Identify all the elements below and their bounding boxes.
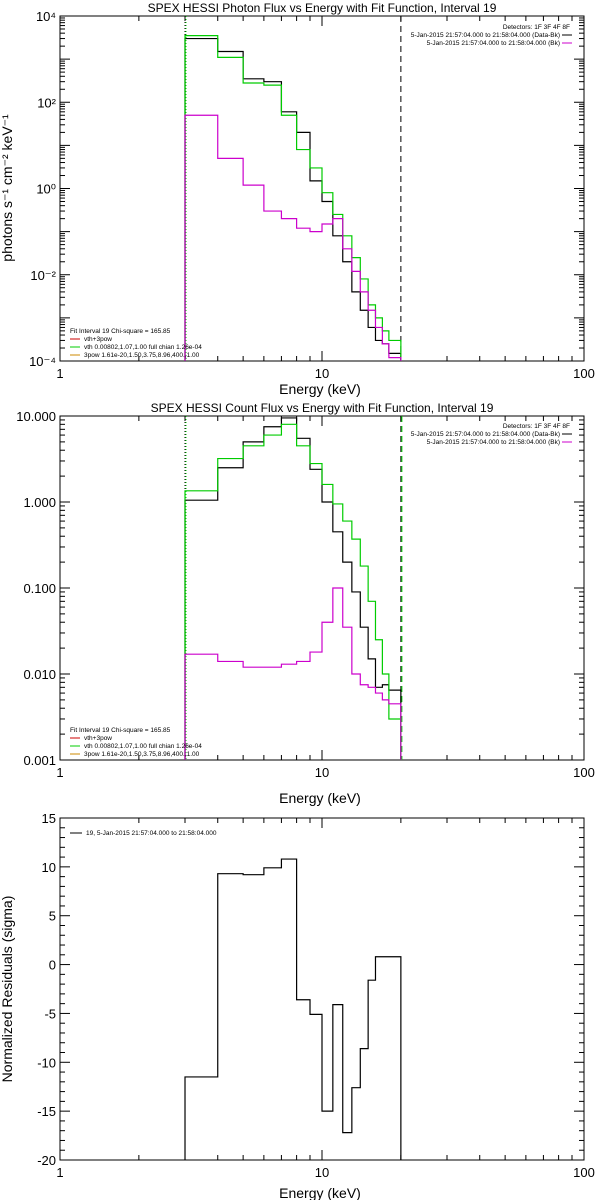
- residuals-series: [184, 858, 402, 1160]
- x-tick-label: 10: [315, 1165, 329, 1180]
- y-tick-label: -20: [37, 1153, 56, 1168]
- y-tick-label: 5: [49, 909, 56, 924]
- legend-bk: 5-Jan-2015 21:57:04.000 to 21:58:04.000 …: [427, 439, 560, 446]
- residuals-legend: 19, 5-Jan-2015 21:57:04.000 to 21:58:04.…: [86, 830, 217, 837]
- residuals-panel: 1 10 100 -20 -15 -10 -5 0 5 10 15 Energy (keV) Nor…: [0, 811, 595, 1200]
- photon-flux-legend-bottom-left: Fit Interval 19 Chi-square = 165.85 vth+…: [70, 328, 202, 359]
- legend-vth3pow: vth+3pow: [84, 735, 112, 742]
- count-flux-legend-top-right: Detectors: 1F 3F 4F 8F 5-Jan-2015 21:57:…: [411, 423, 572, 446]
- legend-bk: 5-Jan-2015 21:57:04.000 to 21:58:04.000 …: [427, 40, 560, 47]
- series-data-bk: [184, 417, 402, 760]
- series-bk: [184, 114, 402, 361]
- x-tick-label: 10: [315, 765, 329, 780]
- x-tick-label: 100: [573, 366, 595, 381]
- y-tick-label: 1.000: [23, 495, 56, 510]
- series-fit: [184, 35, 402, 361]
- series-fit: [184, 423, 402, 760]
- y-tick-label: 15: [42, 811, 56, 826]
- count-flux-ticks: 1 10 100 0.001 0.010 0.100 1.000 10.000: [16, 409, 595, 780]
- photon-flux-title: SPEX HESSI Photon Flux vs Energy with Fi…: [148, 1, 497, 15]
- count-flux-legend-bottom-left: Fit Interval 19 Chi-square = 165.85 vth+…: [70, 727, 202, 758]
- series-data-bk: [184, 37, 402, 361]
- photon-flux-legend-top-right: Detectors: 1F 3F 4F 8F 5-Jan-2015 21:57:…: [411, 24, 572, 47]
- legend-vth3pow: vth+3pow: [84, 336, 112, 343]
- y-tick-label: -5: [44, 1006, 56, 1021]
- legend-detectors: Detectors: 1F 3F 4F 8F: [503, 24, 570, 31]
- count-flux-x-axis-label: Energy (keV): [279, 790, 361, 806]
- x-tick-label: 1: [56, 1165, 63, 1180]
- legend-fit-interval: Fit Interval 19 Chi-square = 165.85: [70, 727, 171, 734]
- series-bk: [184, 587, 402, 760]
- series-residuals: [184, 858, 402, 1160]
- legend-3pow: 3pow 1.61e-20,1.50,3.75,8.96,400.,1.00: [84, 751, 200, 758]
- y-tick-label: 0: [49, 958, 56, 973]
- y-tick-label: 10²: [37, 95, 56, 110]
- y-tick-label: 10⁻²: [30, 268, 56, 283]
- photon-flux-series: [184, 35, 402, 361]
- legend-3pow: 3pow 1.61e-20,1.50,3.75,8.96,400.,1.00: [84, 352, 200, 359]
- y-tick-label: 10.000: [16, 409, 56, 424]
- x-tick-label: 1: [56, 366, 63, 381]
- x-tick-label: 10: [315, 366, 329, 381]
- legend-vth: vth 0.00802,1.07,1.00 full chian 1.26e-0…: [84, 344, 202, 351]
- x-tick-label: 100: [573, 765, 595, 780]
- y-tick-label: -10: [37, 1055, 56, 1070]
- y-tick-label: 10⁴: [36, 9, 56, 24]
- y-tick-label: -15: [37, 1104, 56, 1119]
- count-flux-title: SPEX HESSI Count Flux vs Energy with Fit…: [151, 401, 494, 415]
- y-tick-label: 10⁰: [36, 182, 56, 197]
- y-tick-label: 0.100: [23, 581, 56, 596]
- y-tick-label: 0.001: [23, 753, 56, 768]
- legend-vth: vth 0.00802,1.07,1.00 full chian 1.26e-0…: [84, 743, 202, 750]
- count-flux-series: [184, 417, 402, 760]
- residuals-y-axis-label: Normalized Residuals (sigma): [0, 896, 15, 1083]
- photon-flux-panel: SPEX HESSI Photon Flux vs Energy with Fi…: [0, 1, 595, 397]
- x-tick-label: 100: [573, 1165, 595, 1180]
- legend-fit-interval: Fit Interval 19 Chi-square = 165.85: [70, 328, 171, 335]
- legend-data-bk: 5-Jan-2015 21:57:04.000 to 21:58:04.000 …: [411, 431, 560, 438]
- residuals-ticks: 1 10 100 -20 -15 -10 -5 0 5 10 15: [37, 811, 595, 1180]
- y-tick-label: 10: [42, 860, 56, 875]
- y-tick-label: 10⁻⁴: [29, 354, 56, 369]
- legend-data-bk: 5-Jan-2015 21:57:04.000 to 21:58:04.000 …: [411, 32, 560, 39]
- photon-flux-y-axis-label: photons s⁻¹ cm⁻² keV⁻¹: [0, 114, 15, 262]
- count-flux-panel: SPEX HESSI Count Flux vs Energy with Fit…: [16, 401, 595, 806]
- x-tick-label: 1: [56, 765, 63, 780]
- photon-flux-ticks: 1 10 100 10⁻⁴ 10⁻² 10⁰ 10² 10⁴: [29, 9, 595, 381]
- y-tick-label: 0.010: [23, 667, 56, 682]
- photon-flux-x-axis-label: Energy (keV): [279, 381, 361, 397]
- residuals-x-axis-label: Energy (keV): [279, 1185, 361, 1200]
- legend-detectors: Detectors: 1F 3F 4F 8F: [503, 423, 570, 430]
